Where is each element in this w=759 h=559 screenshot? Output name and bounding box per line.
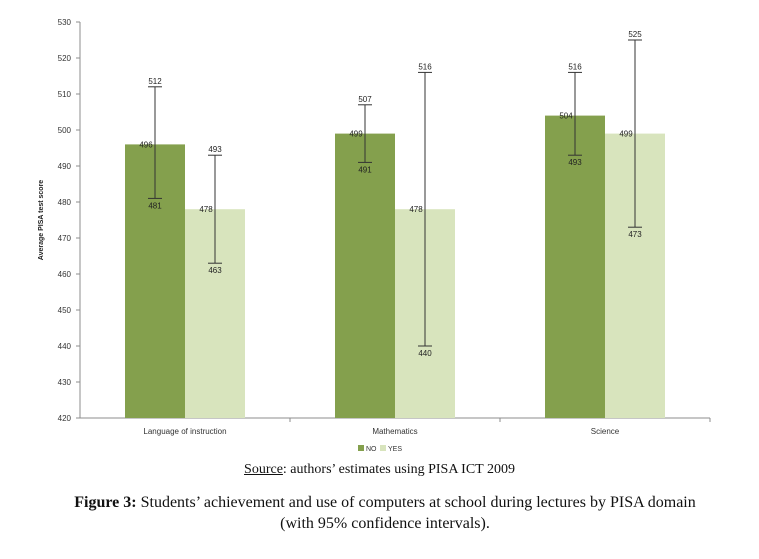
- ci-low-label: 493: [568, 158, 582, 167]
- ci-low-label: 491: [358, 165, 372, 174]
- bar-no: [335, 133, 395, 418]
- source-note: Source: authors’ estimates using PISA IC…: [0, 462, 759, 478]
- y-tick-label: 470: [58, 234, 72, 243]
- ci-high-label: 493: [208, 145, 222, 154]
- x-category-label: Mathematics: [372, 427, 417, 436]
- caption-line-1: Students’ achievement and use of compute…: [136, 494, 696, 511]
- figure-caption: Figure 3: Students’ achievement and use …: [20, 492, 750, 534]
- ci-low-label: 481: [148, 201, 162, 210]
- value-label: 504: [559, 112, 573, 121]
- y-tick-label: 430: [58, 378, 72, 387]
- y-tick-label: 490: [58, 162, 72, 171]
- figure-label: Figure 3:: [74, 494, 137, 511]
- ci-high-label: 525: [628, 30, 642, 39]
- value-label: 478: [409, 205, 423, 214]
- y-tick-label: 520: [58, 54, 72, 63]
- y-tick-label: 530: [58, 18, 72, 27]
- ci-low-label: 463: [208, 266, 222, 275]
- value-label: 499: [619, 130, 633, 139]
- ci-high-label: 512: [148, 77, 162, 86]
- bar-chart: 420 430 440 450 460 470 480 490 500 510 520 530 Aver…: [38, 18, 711, 453]
- ci-high-label: 516: [568, 62, 582, 71]
- y-tick-label: 440: [58, 342, 72, 351]
- value-label: 496: [139, 140, 153, 149]
- caption-line-2: (with 95% confidence intervals).: [280, 515, 490, 532]
- bar-no: [545, 115, 605, 418]
- y-tick-label: 480: [58, 198, 72, 207]
- value-label: 499: [349, 130, 363, 139]
- x-category-label: Science: [591, 427, 620, 436]
- value-label: 478: [199, 205, 213, 214]
- y-tick-label: 420: [58, 414, 72, 423]
- source-text: : authors’ estimates using PISA ICT 2009: [282, 462, 515, 477]
- ci-high-label: 507: [358, 95, 372, 104]
- y-tick-label: 510: [58, 90, 72, 99]
- legend-swatch-yes: [380, 445, 386, 451]
- y-tick-label: 500: [58, 126, 72, 135]
- legend-label-no: NO: [366, 446, 377, 453]
- y-tick-label: 460: [58, 270, 72, 279]
- x-category-label: Language of instruction: [143, 427, 226, 436]
- ci-low-label: 440: [418, 349, 432, 358]
- y-axis-title: Average PISA test score: [38, 180, 45, 261]
- legend-swatch-no: [358, 445, 364, 451]
- ci-low-label: 473: [628, 230, 642, 239]
- source-label: Source: [244, 462, 283, 477]
- y-tick-label: 450: [58, 306, 72, 315]
- ci-high-label: 516: [418, 62, 432, 71]
- legend-label-yes: YES: [388, 446, 402, 453]
